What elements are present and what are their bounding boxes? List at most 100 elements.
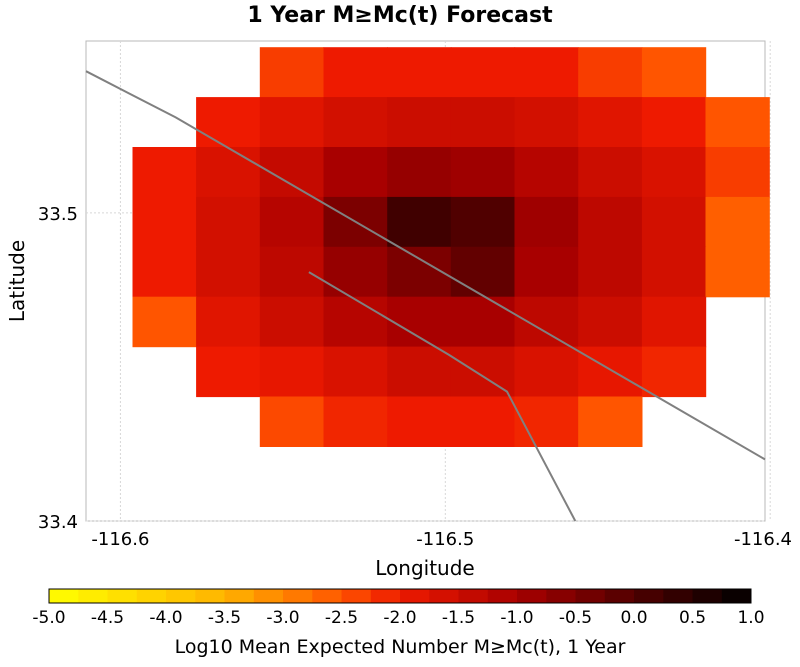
heatmap-cell xyxy=(578,296,643,348)
colorbar-segment xyxy=(136,589,167,603)
heatmap-cells xyxy=(132,47,770,447)
colorbar-segment xyxy=(458,589,489,603)
colorbar-tick-label: -4.0 xyxy=(149,608,182,628)
heatmap-cell xyxy=(132,246,197,298)
y-axis-ticks: 33.4 33.5 xyxy=(38,204,78,533)
heatmap-cell xyxy=(641,97,707,148)
heatmap-cell xyxy=(323,296,388,348)
heatmap-cell xyxy=(450,97,516,148)
heatmap-cell xyxy=(450,396,516,447)
colorbar-frame xyxy=(48,588,752,604)
colorbar-segment xyxy=(546,589,576,603)
fault-lines xyxy=(85,70,766,522)
colorbar-segment xyxy=(663,589,693,603)
chart-title: 1 Year M≥Mc(t) Forecast xyxy=(247,3,553,28)
x-tick-label: -116.5 xyxy=(416,529,474,550)
heatmap-cell xyxy=(450,147,516,198)
heatmap-cell xyxy=(641,296,707,348)
heatmap-cell xyxy=(641,196,707,248)
colorbar-tick-label: -0.5 xyxy=(559,608,592,628)
heatmap-cell xyxy=(387,97,452,148)
heatmap-cell xyxy=(132,296,197,348)
colorbar-segment xyxy=(575,589,606,603)
heatmap-cell xyxy=(450,246,516,298)
colorbar-ticks: -5.0 -4.5 -4.0 -3.5 -3.0 -2.5 -2.0 -1.5 -1.0 -0.5… xyxy=(32,608,764,628)
heatmap-cell xyxy=(323,147,388,198)
y-tick-label: 33.5 xyxy=(38,204,78,225)
colorbar-segment xyxy=(107,589,138,603)
colorbar-tick-label: 0.0 xyxy=(620,608,647,628)
heatmap-cell xyxy=(514,97,579,148)
y-tick-label: 33.4 xyxy=(38,512,78,533)
heatmap-cell xyxy=(323,246,388,298)
colorbar-segment xyxy=(166,589,196,603)
heatmap-cell xyxy=(578,246,643,298)
x-tick-label: -116.4 xyxy=(734,529,792,550)
heatmap-cell xyxy=(514,196,579,248)
colorbar xyxy=(48,588,752,604)
heatmap-cell xyxy=(323,346,388,398)
colorbar-tick-label: -5.0 xyxy=(32,608,65,628)
fault-line xyxy=(308,271,577,522)
heatmap-cell xyxy=(387,196,452,248)
colorbar-segment xyxy=(195,589,225,603)
y-axis-label: Latitude xyxy=(5,240,29,322)
heatmap-cell xyxy=(196,196,261,248)
colorbar-tick-label: -4.5 xyxy=(91,608,124,628)
heatmap-cell xyxy=(259,47,325,98)
heatmap-cell xyxy=(196,296,261,348)
heatmap-cell xyxy=(450,296,516,348)
colorbar-tick-label: -1.0 xyxy=(500,608,533,628)
heatmap-cell xyxy=(450,346,516,398)
colorbar-tick-label: -3.0 xyxy=(266,608,299,628)
heatmap-cell xyxy=(196,97,261,148)
heatmap-cell xyxy=(514,396,579,447)
heatmap-cell xyxy=(323,47,388,98)
heatmap-cell xyxy=(259,97,325,148)
heatmap-cell xyxy=(705,97,770,148)
heatmap-cell xyxy=(578,47,643,98)
colorbar-segment xyxy=(341,589,372,603)
heatmap-cell xyxy=(514,346,579,398)
heatmap-cell xyxy=(387,346,452,398)
x-tick-label: -116.6 xyxy=(91,529,149,550)
heatmap-cell xyxy=(641,47,707,98)
colorbar-segment xyxy=(517,589,547,603)
heatmap-cell xyxy=(196,246,261,298)
heatmap-cell xyxy=(705,246,770,298)
x-axis-ticks: -116.6 -116.5 -116.4 xyxy=(91,529,792,550)
colorbar-segment xyxy=(253,589,284,603)
heatmap-cell xyxy=(514,246,579,298)
heatmap-cell xyxy=(450,47,516,98)
heatmap-cell xyxy=(387,147,452,198)
heatmap-cell xyxy=(514,47,579,98)
colorbar-tick-label: -2.0 xyxy=(383,608,416,628)
heatmap-cell xyxy=(578,396,643,447)
heatmap-cell xyxy=(196,147,261,198)
colorbar-segment xyxy=(224,589,255,603)
heatmap-cell xyxy=(259,246,325,298)
heatmap-cell xyxy=(578,196,643,248)
colorbar-segment xyxy=(400,589,430,603)
heatmap-cell xyxy=(641,346,707,398)
colorbar-segment xyxy=(312,589,342,603)
colorbar-tick-label: -1.5 xyxy=(442,608,475,628)
fault-line xyxy=(85,70,766,461)
heatmap-cell xyxy=(641,147,707,198)
colorbar-segment xyxy=(78,589,108,603)
colorbar-segment xyxy=(49,589,79,603)
heatmap-cell xyxy=(578,346,643,398)
colorbar-segment xyxy=(429,589,459,603)
heatmap-cell xyxy=(196,346,261,398)
heatmap-cell xyxy=(132,196,197,248)
heatmap-cell xyxy=(259,396,325,447)
heatmap-cell xyxy=(450,196,516,248)
heatmap-cell xyxy=(387,47,452,98)
heatmap-cell xyxy=(259,196,325,248)
colorbar-tick-label: 1.0 xyxy=(737,608,764,628)
colorbar-tick-label: 0.5 xyxy=(679,608,706,628)
colorbar-segment xyxy=(370,589,401,603)
colorbar-segment xyxy=(283,589,313,603)
heatmap-cell xyxy=(323,396,388,447)
heatmap-cell xyxy=(705,147,770,198)
